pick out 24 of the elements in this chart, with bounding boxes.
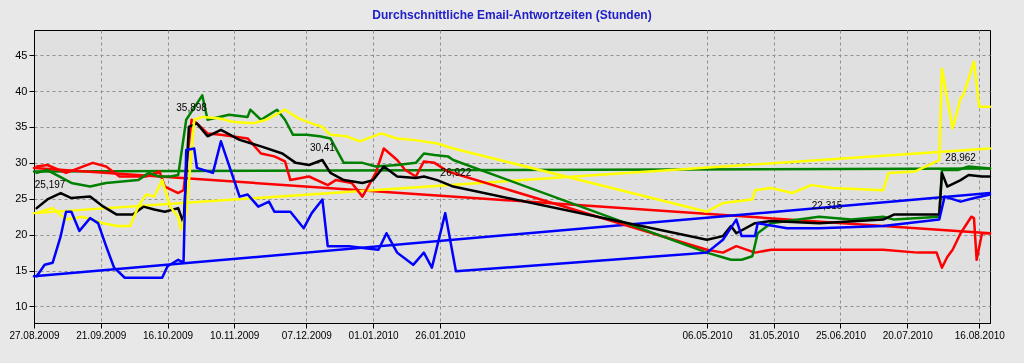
chart-title: Durchschnittliche Email-Antwortzeiten (Stunden) xyxy=(372,8,652,22)
x-tick-label: 26.01.2010 xyxy=(415,329,466,341)
x-tick-label: 21.09.2009 xyxy=(76,329,127,341)
y-tick-label: 30 xyxy=(15,156,28,169)
y-tick-label: 40 xyxy=(15,84,28,97)
x-tick-label: 01.01.2010 xyxy=(348,329,400,341)
annotation: 28,962 xyxy=(945,152,977,164)
y-tick-label: 10 xyxy=(15,299,28,312)
x-tick-label: 27.08.2009 xyxy=(9,329,60,341)
annotation: 30,41 xyxy=(309,141,336,153)
x-tick-label: 07.12.2009 xyxy=(281,329,333,341)
x-tick-label: 16.08.2010 xyxy=(954,329,1006,341)
x-tick-label: 25.06.2010 xyxy=(815,329,867,341)
y-tick-label: 15 xyxy=(15,264,28,277)
y-tick-label: 20 xyxy=(15,228,28,241)
x-tick-label: 06.05.2010 xyxy=(682,329,733,341)
x-tick-label: 16.10.2009 xyxy=(142,329,194,341)
y-tick-label: 45 xyxy=(15,48,28,61)
annotation: 25,197 xyxy=(34,179,66,191)
x-tick-label: 31.05.2010 xyxy=(749,329,800,341)
y-tick-label: 25 xyxy=(15,192,28,205)
x-tick-label: 10.11.2009 xyxy=(210,329,260,341)
y-tick-label: 35 xyxy=(15,120,28,133)
x-tick-label: 20.07.2010 xyxy=(882,329,934,341)
